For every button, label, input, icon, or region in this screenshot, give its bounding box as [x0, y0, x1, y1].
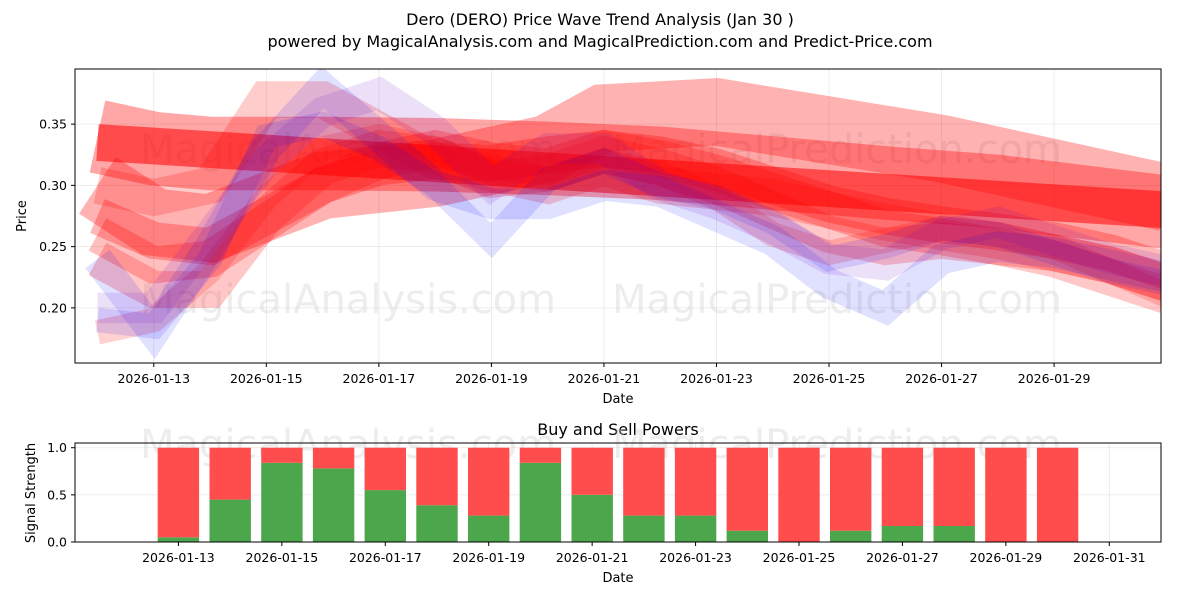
- sell-bar: [726, 447, 768, 531]
- bar-x-tick-label: 2026-01-25: [763, 550, 836, 565]
- price-series-trend-band-8: [93, 81, 1161, 301]
- bar-x-tick-label: 2026-01-29: [970, 550, 1043, 565]
- price-x-tick-label: 2026-01-21: [568, 371, 641, 386]
- buy-bar: [519, 462, 562, 542]
- price-y-axis-label: Price: [15, 200, 30, 232]
- buy-bar: [881, 526, 924, 542]
- bar-y-tick-label: 0.0: [47, 535, 67, 550]
- price-x-tick-label: 2026-01-23: [680, 371, 753, 386]
- price-series-wave-band-2: [85, 69, 1161, 359]
- buy-bar: [209, 499, 251, 542]
- buy-bar: [364, 490, 406, 542]
- price-series-trend-band-6: [88, 129, 1161, 314]
- price-x-tick-label: 2026-01-17: [343, 371, 416, 386]
- bar-x-tick-label: 2026-01-23: [659, 550, 732, 565]
- bar-series-group: [157, 447, 1079, 542]
- bar-x-tick-label: 2026-01-21: [556, 550, 629, 565]
- price-x-tick-label: 2026-01-25: [793, 371, 866, 386]
- buy-bar: [623, 515, 665, 542]
- buy-bar: [830, 530, 872, 542]
- bar-plot-background: [75, 443, 1161, 542]
- sell-bar: [985, 447, 1027, 542]
- buy-bar: [416, 505, 458, 542]
- price-series-trend-band-5: [88, 129, 1161, 301]
- sell-bar: [881, 447, 924, 526]
- buy-sell-panel: Buy and Sell Powers MagicalAnalysis.com …: [24, 420, 1162, 586]
- bar-y-ticks: 0.0 0.5 1.0: [47, 440, 75, 550]
- price-y-tick-label: 0.35: [39, 117, 67, 132]
- sell-bar: [623, 447, 665, 516]
- buy-bar: [726, 530, 768, 542]
- buy-bar: [933, 526, 975, 542]
- bar-plot-frame: [74, 442, 1162, 543]
- sell-bar: [830, 447, 872, 531]
- price-series-trend-band-7: [94, 123, 1161, 345]
- price-series-trend-band-3: [79, 78, 1161, 263]
- price-x-ticks: 2026-01-13 2026-01-15 2026-01-17 2026-01-19…: [117, 363, 1090, 386]
- bar-x-ticks: 2026-01-13 2026-01-15 2026-01-17 2026-01-19…: [142, 542, 1146, 565]
- buy-sell-title: Buy and Sell Powers: [537, 420, 699, 439]
- sell-bar: [364, 447, 406, 491]
- buy-bar: [312, 468, 355, 542]
- sell-bar: [416, 447, 458, 506]
- price-series-group: [79, 69, 1161, 359]
- chart-subtitle: powered by MagicalAnalysis.com and Magic…: [267, 32, 932, 51]
- sell-bar: [468, 447, 510, 516]
- sell-bar: [157, 447, 200, 538]
- sell-bar: [261, 447, 303, 463]
- price-x-tick-label: 2026-01-27: [905, 371, 978, 386]
- price-y-tick-label: 0.25: [39, 239, 67, 254]
- price-y-tick-label: 0.30: [39, 178, 67, 193]
- sell-bar: [778, 447, 820, 542]
- price-x-axis-label: Date: [602, 392, 633, 407]
- bar-x-tick-label: 2026-01-19: [452, 550, 525, 565]
- sell-bar: [674, 447, 717, 516]
- bar-y-tick-label: 1.0: [47, 440, 67, 455]
- sell-bar: [519, 447, 562, 463]
- chart-title: Dero (DERO) Price Wave Trend Analysis (J…: [406, 10, 794, 29]
- price-series-wave-band-1: [96, 111, 1161, 340]
- bar-x-axis-label: Date: [602, 571, 633, 586]
- price-series-wave-band-3: [97, 76, 1161, 324]
- bar-x-tick-label: 2026-01-15: [246, 550, 319, 565]
- price-x-tick-label: 2026-01-29: [1018, 371, 1091, 386]
- buy-bar: [468, 515, 510, 542]
- sell-bar: [933, 447, 975, 526]
- bar-y-tick-label: 0.5: [47, 487, 67, 502]
- bar-x-tick-label: 2026-01-27: [866, 550, 939, 565]
- bar-x-tick-label: 2026-01-17: [349, 550, 422, 565]
- sell-bar: [1036, 447, 1079, 542]
- buy-bar: [261, 462, 303, 542]
- price-series-trend-band-4: [90, 130, 1161, 289]
- price-x-tick-label: 2026-01-19: [455, 371, 528, 386]
- price-plot-frame: [74, 68, 1162, 364]
- buy-bar: [571, 494, 613, 542]
- price-x-tick-label: 2026-01-15: [230, 371, 303, 386]
- buy-bar: [674, 515, 717, 542]
- watermark-prediction-bottom: MagicalPrediction.com: [612, 277, 1062, 323]
- buy-bar: [157, 537, 200, 542]
- price-series-trend-band-1: [96, 124, 1161, 228]
- bar-x-tick-label: 2026-01-31: [1073, 550, 1146, 565]
- watermark-analysis-bottom: MagicalAnalysis.com: [140, 277, 556, 323]
- bar-x-tick-label: 2026-01-13: [142, 550, 215, 565]
- price-x-tick-label: 2026-01-13: [117, 371, 190, 386]
- price-y-ticks: 0.20 0.25 0.30 0.35: [39, 117, 75, 315]
- price-y-tick-label: 0.20: [39, 300, 67, 315]
- sell-bar: [312, 447, 355, 469]
- price-series-trend-band-2: [89, 100, 1161, 249]
- price-wave-panel: MagicalAnalysis.com MagicalPrediction.co…: [15, 68, 1162, 407]
- sell-bar: [209, 447, 251, 500]
- bar-y-axis-label: Signal Strength: [24, 443, 39, 543]
- sell-bar: [571, 447, 613, 495]
